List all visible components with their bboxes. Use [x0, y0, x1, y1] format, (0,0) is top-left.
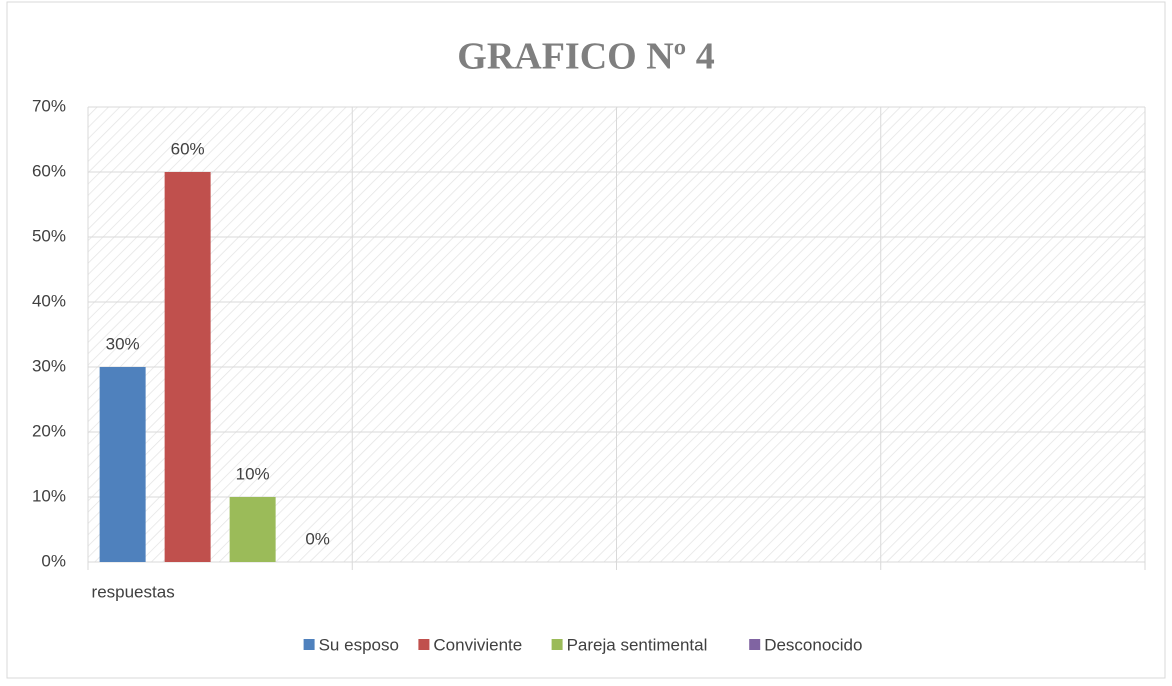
y-tick-label: 50%	[32, 226, 66, 245]
legend-label: Desconocido	[764, 635, 862, 654]
bar	[99, 367, 146, 562]
legend-swatch	[303, 639, 315, 650]
legend-label: Pareja sentimental	[567, 635, 708, 654]
chart-title: GRAFICO Nº 4	[457, 36, 714, 78]
legend-swatch	[551, 639, 563, 650]
y-tick-label: 40%	[32, 291, 66, 310]
y-tick-label: 0%	[41, 551, 66, 570]
data-label: 30%	[106, 334, 140, 353]
y-tick-label: 10%	[32, 486, 66, 505]
y-tick-label: 70%	[32, 96, 66, 115]
y-tick-label: 30%	[32, 356, 66, 375]
bar	[164, 172, 211, 562]
legend-label: Su esposo	[319, 635, 399, 654]
y-tick-label: 20%	[32, 421, 66, 440]
data-label: 0%	[305, 529, 330, 548]
y-tick-label: 60%	[32, 161, 66, 180]
legend-label: Conviviente	[433, 635, 522, 654]
legend-swatch	[418, 639, 430, 650]
x-tick-label: respuestas	[92, 582, 175, 601]
data-label: 60%	[171, 139, 205, 158]
bar	[229, 497, 276, 562]
data-label: 10%	[236, 464, 270, 483]
legend-swatch	[749, 639, 761, 650]
